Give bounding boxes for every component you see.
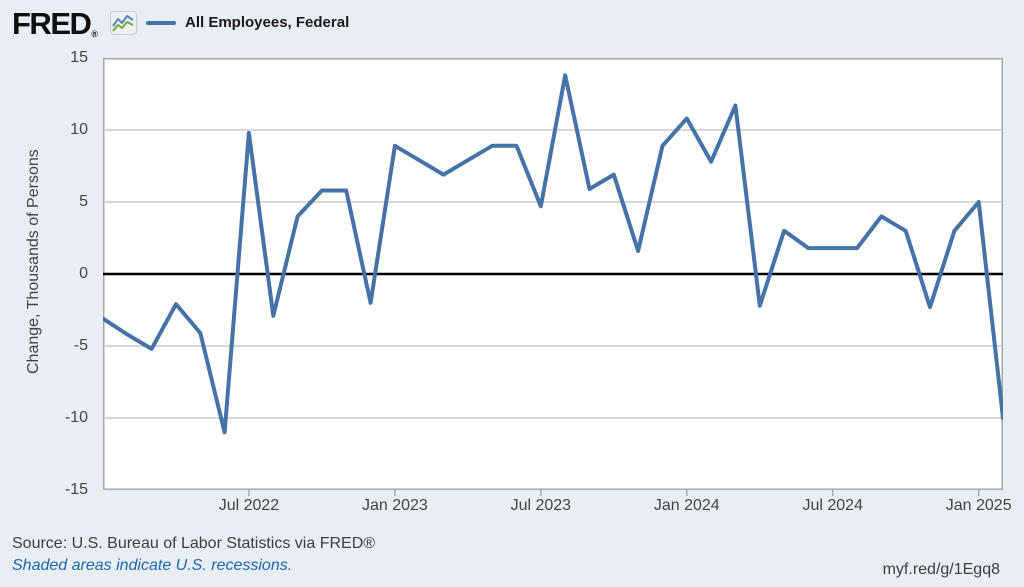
y-tick-label: 0	[79, 265, 88, 282]
y-tick-label: -10	[64, 409, 88, 426]
y-tick-label: -5	[73, 337, 88, 354]
x-tick-label: Jan 2023	[361, 497, 428, 514]
plot-area	[103, 58, 1003, 496]
fred-logo: FRED®	[12, 6, 98, 42]
y-tick-label: -15	[64, 481, 88, 498]
legend-line-swatch	[146, 20, 176, 25]
short-url: myf.red/g/1Egq8	[882, 561, 1000, 578]
x-tick-label: Jul 2023	[510, 497, 572, 514]
series-line	[103, 73, 1003, 435]
x-tick-label: Jul 2024	[802, 497, 863, 514]
y-tick-label: 5	[79, 193, 88, 210]
chart-legend: All Employees, Federal	[146, 14, 349, 31]
source-note: Source: U.S. Bureau of Labor Statistics …	[12, 535, 376, 552]
y-tick-label: 15	[70, 49, 88, 66]
x-tick-label: Jan 2024	[653, 497, 720, 514]
recession-note: Shaded areas indicate U.S. recessions.	[12, 557, 293, 574]
x-tick-label: Jan 2025	[945, 497, 1012, 514]
y-tick-label: 10	[70, 121, 88, 138]
x-tick-label: Jul 2022	[218, 497, 280, 514]
fred-logo-text: FRED	[12, 6, 92, 41]
legend-series-label: All Employees, Federal	[185, 14, 350, 31]
registered-mark-icon: ®	[91, 29, 98, 39]
fred-logo-sparkline-icon	[110, 11, 137, 35]
